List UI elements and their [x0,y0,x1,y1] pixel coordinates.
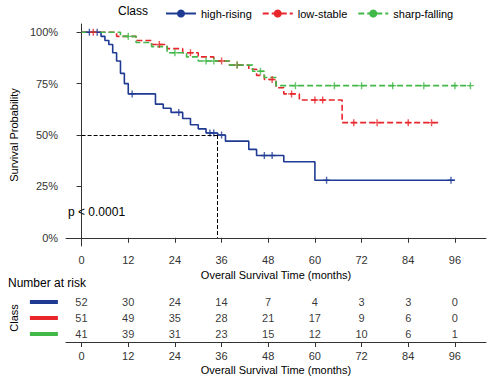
svg-text:25%: 25% [36,180,58,192]
svg-text:Overall Survival Time (months): Overall Survival Time (months) [201,364,351,376]
svg-text:75%: 75% [36,78,58,90]
svg-text:p < 0.0001: p < 0.0001 [68,205,125,219]
svg-text:96: 96 [449,350,461,362]
svg-text:96: 96 [449,254,461,266]
svg-text:0%: 0% [42,232,58,244]
svg-text:3: 3 [405,296,411,308]
svg-text:23: 23 [215,328,227,340]
svg-text:28: 28 [215,312,227,324]
svg-text:84: 84 [402,350,414,362]
svg-text:50%: 50% [36,129,58,141]
svg-text:0: 0 [452,296,458,308]
svg-text:52: 52 [75,296,87,308]
svg-text:39: 39 [122,328,134,340]
svg-text:Survival Probability: Survival Probability [8,88,20,182]
svg-text:sharp-falling: sharp-falling [393,8,453,20]
svg-text:Class: Class [118,4,148,18]
svg-text:48: 48 [262,350,274,362]
svg-text:17: 17 [309,312,321,324]
svg-text:49: 49 [122,312,134,324]
svg-text:10: 10 [355,328,367,340]
svg-text:31: 31 [169,328,181,340]
svg-text:12: 12 [122,254,134,266]
svg-text:1: 1 [452,328,458,340]
svg-text:35: 35 [169,312,181,324]
svg-text:14: 14 [215,296,227,308]
svg-text:0: 0 [79,254,85,266]
svg-text:0: 0 [452,312,458,324]
svg-text:24: 24 [169,254,181,266]
svg-text:high-rising: high-rising [201,8,252,20]
svg-text:100%: 100% [30,26,58,38]
svg-text:9: 9 [358,312,364,324]
svg-text:36: 36 [215,350,227,362]
svg-text:7: 7 [265,296,271,308]
svg-text:6: 6 [405,328,411,340]
svg-text:72: 72 [355,350,367,362]
svg-text:12: 12 [122,350,134,362]
svg-text:84: 84 [402,254,414,266]
svg-text:Class: Class [8,304,20,332]
svg-text:0: 0 [78,350,84,362]
svg-text:36: 36 [215,254,227,266]
svg-text:48: 48 [262,254,274,266]
svg-text:21: 21 [262,312,274,324]
svg-text:6: 6 [405,312,411,324]
svg-text:24: 24 [169,296,181,308]
svg-text:3: 3 [358,296,364,308]
svg-text:51: 51 [75,312,87,324]
svg-text:30: 30 [122,296,134,308]
svg-text:41: 41 [75,328,87,340]
svg-text:low-stable: low-stable [298,8,348,20]
svg-text:72: 72 [355,254,367,266]
svg-text:12: 12 [309,328,321,340]
svg-text:Overall Survival Time (months): Overall Survival Time (months) [201,269,351,281]
svg-text:15: 15 [262,328,274,340]
svg-text:Number at risk: Number at risk [8,276,87,290]
svg-text:60: 60 [309,350,321,362]
svg-text:24: 24 [169,350,181,362]
svg-text:60: 60 [309,254,321,266]
svg-text:4: 4 [312,296,318,308]
